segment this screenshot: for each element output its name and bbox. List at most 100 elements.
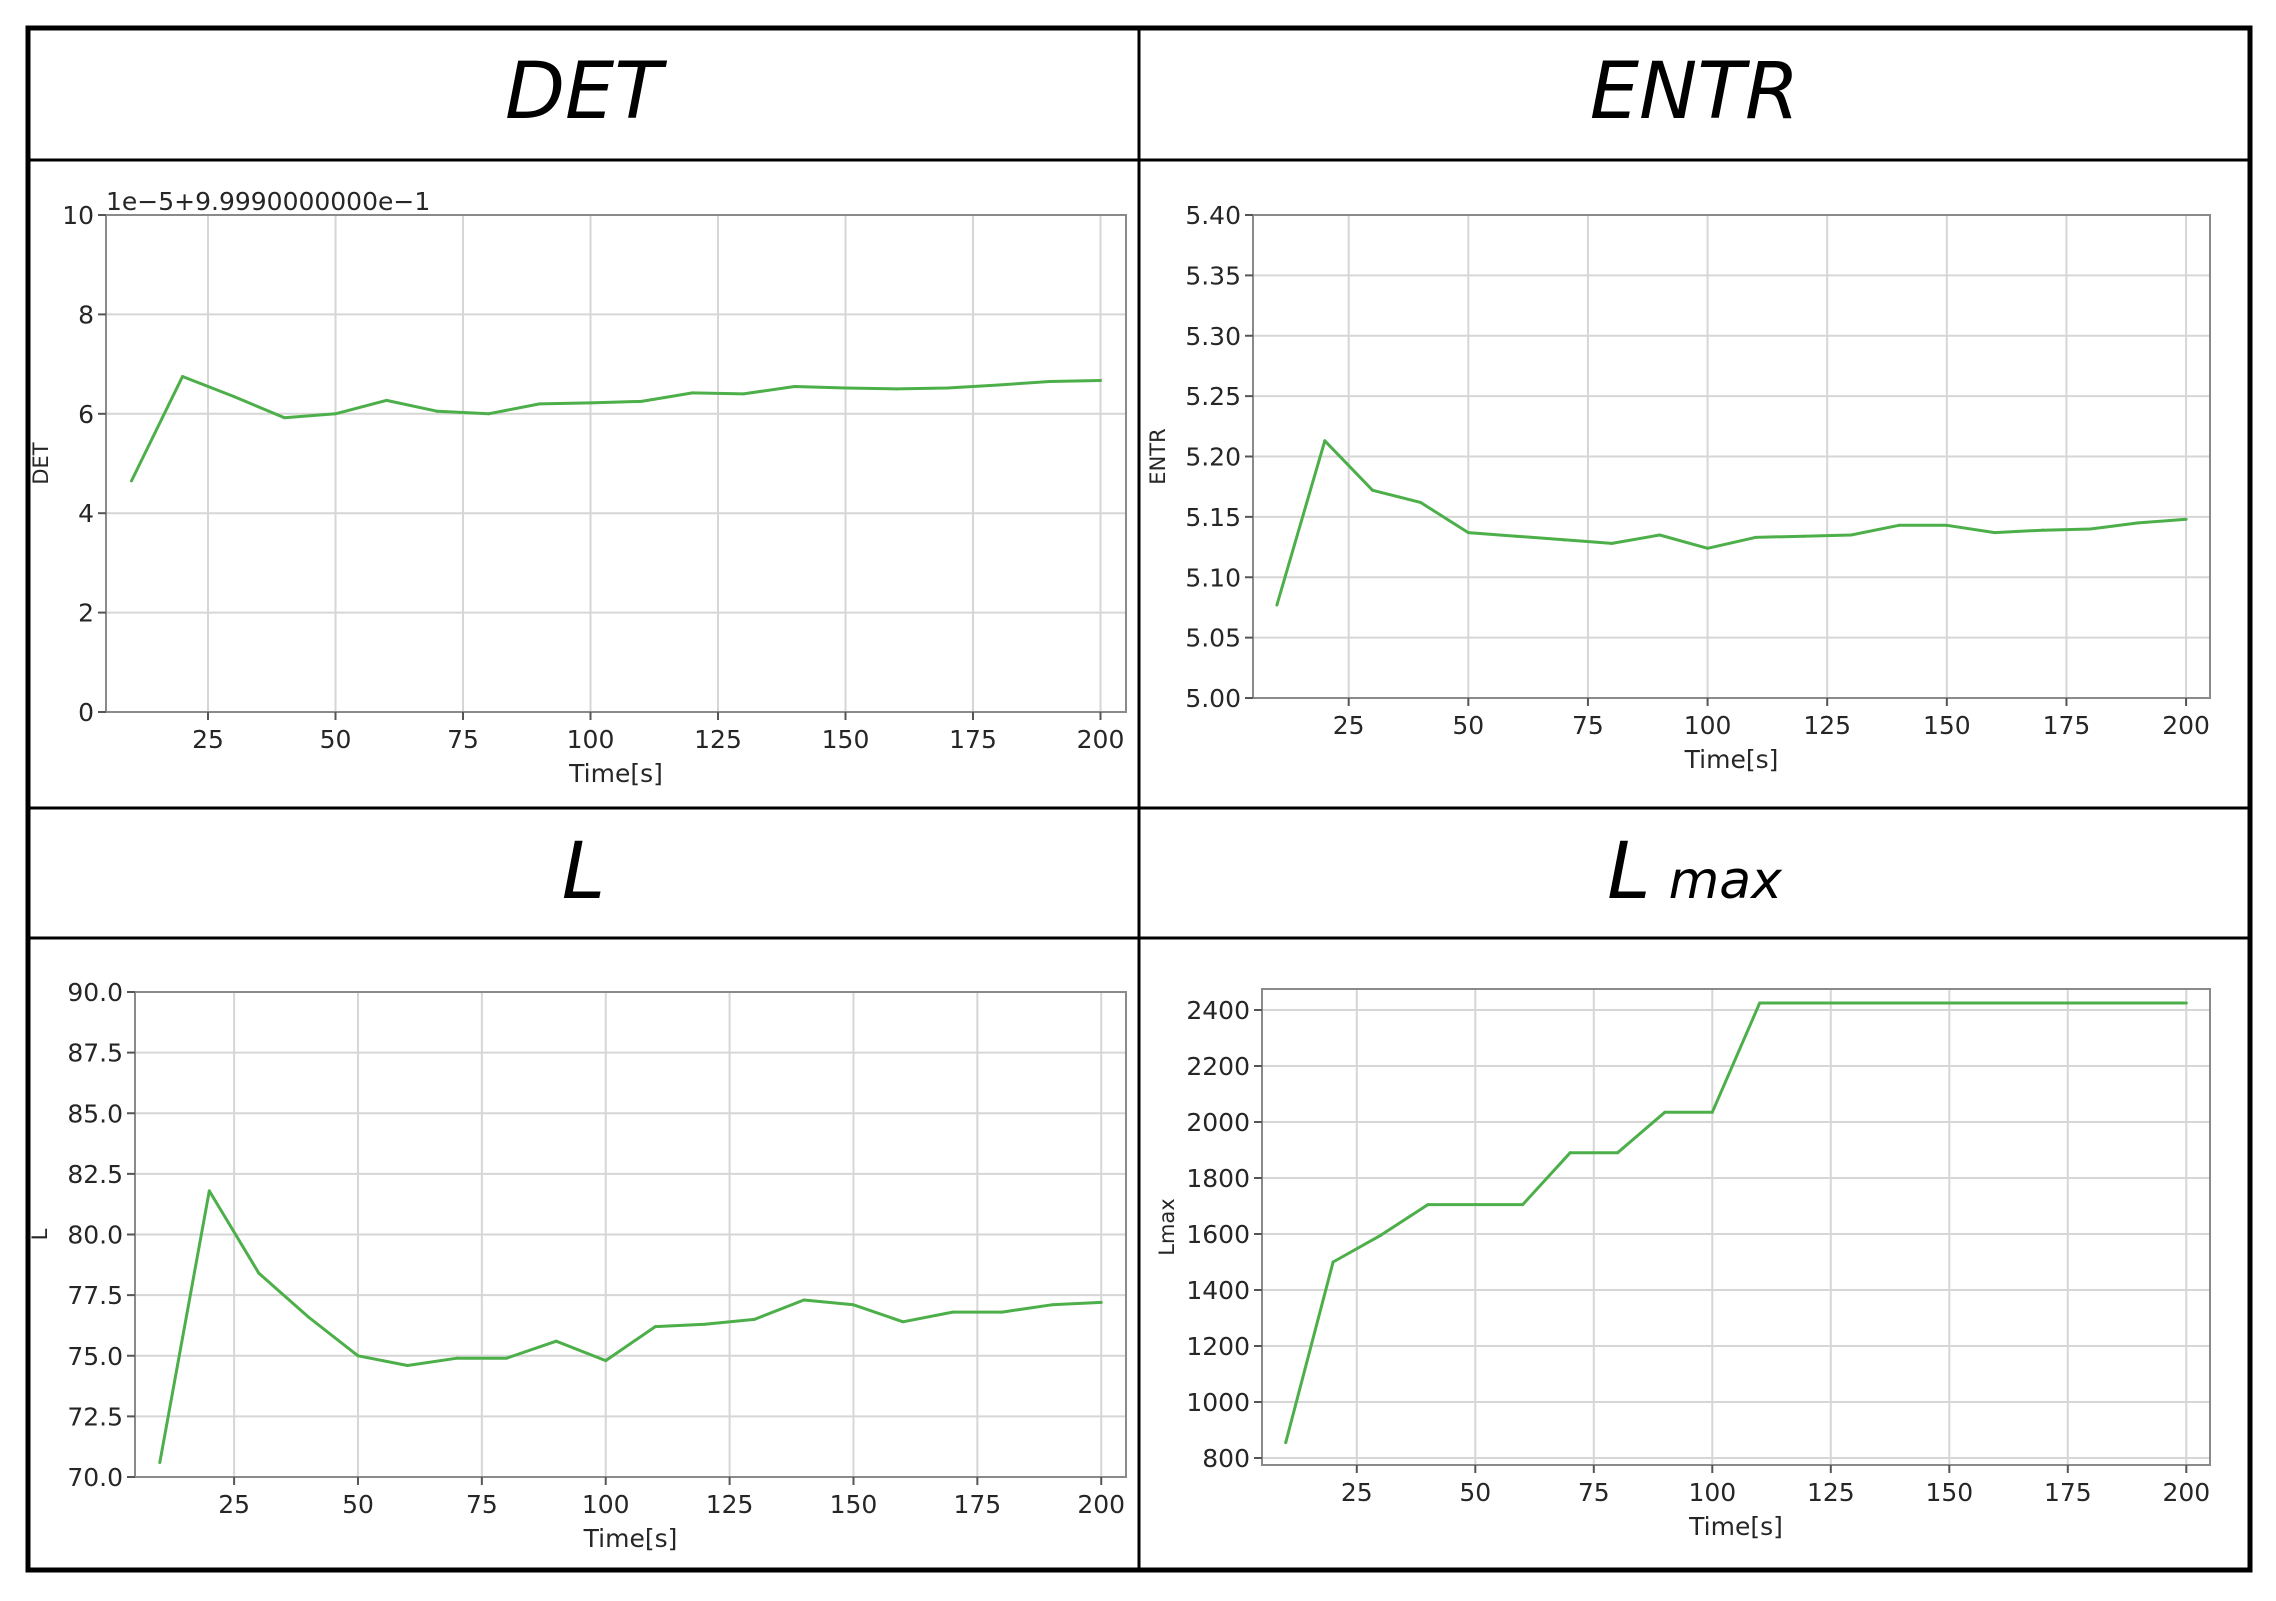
chart-entr-y-tick-label: 5.15 — [1185, 503, 1241, 532]
chart-l-data-point — [1099, 1300, 1103, 1304]
chart-det-data-point — [895, 387, 898, 391]
chart-l-y-tick-label: 70.0 — [67, 1463, 123, 1492]
chart-lmax-data-point — [2090, 1001, 2093, 1005]
chart-det-data-point — [640, 399, 643, 403]
chart-lmax-y-tick-label: 1800 — [1186, 1164, 1250, 1193]
chart-l-x-tick-label: 25 — [218, 1490, 250, 1519]
chart-l-y-tick-label: 82.5 — [67, 1160, 123, 1189]
chart-l-y-tick-label: 72.5 — [67, 1402, 123, 1431]
chart-lmax-x-tick-label: 150 — [1925, 1478, 1973, 1507]
chart-lmax-x-tick-label: 100 — [1688, 1478, 1736, 1507]
chart-lmax-x-tick-label: 25 — [1341, 1478, 1373, 1507]
chart-l-x-tick-label: 200 — [1077, 1490, 1125, 1519]
chart-lmax-x-tick-label: 200 — [2162, 1478, 2210, 1507]
chart-lmax-data-point — [1521, 1203, 1525, 1207]
chart-l-data-point — [505, 1356, 509, 1360]
chart-det-data-point — [793, 384, 796, 388]
chart-l-data-point — [1000, 1310, 1004, 1314]
chart-det-data-point — [385, 398, 388, 402]
chart-det-y-tick-label: 10 — [62, 201, 94, 230]
chart-det-x-axis-label: Time[s] — [568, 759, 663, 788]
chart-entr-data-point — [2184, 517, 2188, 521]
chart-l-y-axis-label: L — [28, 1228, 52, 1240]
chart-det-title: DET — [505, 47, 667, 137]
chart-lmax-data-point — [1616, 1151, 1619, 1155]
chart-entr-data-point — [1418, 500, 1422, 504]
chart-lmax-y-axis-label: Lmax — [1155, 1198, 1179, 1255]
chart-lmax-series-line — [1284, 1001, 2187, 1443]
chart-entr-series-line — [1275, 439, 2187, 606]
chart-det-data-point — [538, 402, 541, 406]
chart-l-y-tick-label: 90.0 — [67, 978, 123, 1007]
chart-det-data-point — [334, 412, 337, 416]
chart-l-data-point — [1050, 1303, 1054, 1307]
chart-entr-y-tick-label: 5.10 — [1185, 563, 1241, 592]
chart-lmax-data-point — [1710, 1110, 1714, 1114]
chart-entr-y-tick-label: 5.05 — [1185, 624, 1241, 653]
chart-det-x-tick-label: 25 — [192, 725, 224, 754]
chart-lmax-x-tick-label: 175 — [2044, 1478, 2092, 1507]
chart-det-x-tick-label: 50 — [320, 725, 352, 754]
chart-det-x-tick-label: 200 — [1077, 725, 1125, 754]
chart-l-data-point — [356, 1354, 360, 1358]
chart-lmax-data-point — [1663, 1110, 1667, 1114]
chart-entr-data-point — [2041, 528, 2045, 532]
chart-lmax-data-point — [1947, 1001, 1951, 1005]
chart-entr-data-point — [1514, 534, 1518, 538]
chart-l-data-point — [802, 1298, 806, 1302]
chart-lmax-y-tick-label: 2400 — [1186, 996, 1250, 1025]
chart-lmax-data-point — [2184, 1001, 2188, 1005]
chart-det-data-point — [742, 392, 745, 396]
chart-entr-y-tick-label: 5.25 — [1185, 382, 1241, 411]
chart-det-x-tick-label: 175 — [949, 725, 997, 754]
chart-lmax-data-point — [1379, 1233, 1382, 1237]
chart-entr-data-point — [1658, 533, 1662, 537]
chart-det-data-point — [232, 394, 235, 398]
chart-det-y-tick-label: 8 — [78, 300, 94, 329]
chart-det-data-point — [436, 409, 439, 413]
chart-det-data-point — [946, 386, 949, 390]
chart-entr-data-point — [2136, 521, 2140, 525]
chart-l-data-point — [257, 1271, 261, 1275]
chart-lmax-x-tick-label: 50 — [1459, 1478, 1491, 1507]
chart-lmax-data-point — [1426, 1203, 1430, 1207]
chart-det-y-tick-label: 4 — [78, 499, 94, 528]
chart-l-title: L — [562, 827, 605, 917]
chart-lmax-x-tick-label: 75 — [1578, 1478, 1610, 1507]
table-frame — [25, 25, 2253, 1573]
chart-l-data-point — [653, 1325, 657, 1329]
chart-det-data-point — [691, 391, 694, 395]
chart-entr-title: ENTR — [1590, 47, 1799, 137]
chart-l-data-point — [752, 1317, 756, 1321]
chart-l-data-point — [951, 1310, 955, 1314]
chart-lmax-x-tick-label: 125 — [1807, 1478, 1855, 1507]
chart-det-data-point — [487, 412, 490, 416]
chart-lmax-data-point — [1853, 1001, 1856, 1005]
chart-det-y-tick-label: 6 — [78, 400, 94, 429]
chart-det-series-line — [130, 375, 1101, 482]
chart-l-series-line — [158, 1189, 1102, 1463]
chart-l-data-point — [455, 1356, 459, 1360]
chart-entr-y-axis-label: ENTR — [1146, 428, 1170, 484]
chart-entr-x-tick-label: 100 — [1684, 711, 1732, 740]
chart-lmax-y-tick-label: 2200 — [1186, 1052, 1250, 1081]
chart-entr-data-point — [1610, 541, 1614, 545]
chart-entr-y-tick-label: 5.40 — [1185, 201, 1241, 230]
chart-l-x-tick-label: 125 — [706, 1490, 754, 1519]
chart-det-data-point — [844, 386, 847, 390]
panel-entr: ENTR 25 50 75 100 125 150 175 200 5.00 5.05 5.10 5.1… — [1146, 47, 2211, 774]
chart-entr-data-point — [1849, 533, 1853, 537]
panel-l: L 25 50 75 100 125 150 175 200 70.0 72.5 75.0 77.5 80… — [28, 827, 1127, 1553]
chart-entr-data-point — [1323, 439, 1327, 443]
chart-l-x-tick-label: 150 — [830, 1490, 878, 1519]
chart-l-x-axis-label: Time[s] — [583, 1524, 678, 1553]
chart-lmax-y-tick-label: 1200 — [1186, 1332, 1250, 1361]
chart-lmax-data-point — [1473, 1203, 1477, 1207]
chart-entr-data-point — [1993, 531, 1997, 535]
chart-l-title-main: L — [562, 827, 605, 917]
chart-lmax-title-subscript: max — [1669, 851, 1784, 911]
chart-det-plot-frame — [105, 214, 1127, 713]
